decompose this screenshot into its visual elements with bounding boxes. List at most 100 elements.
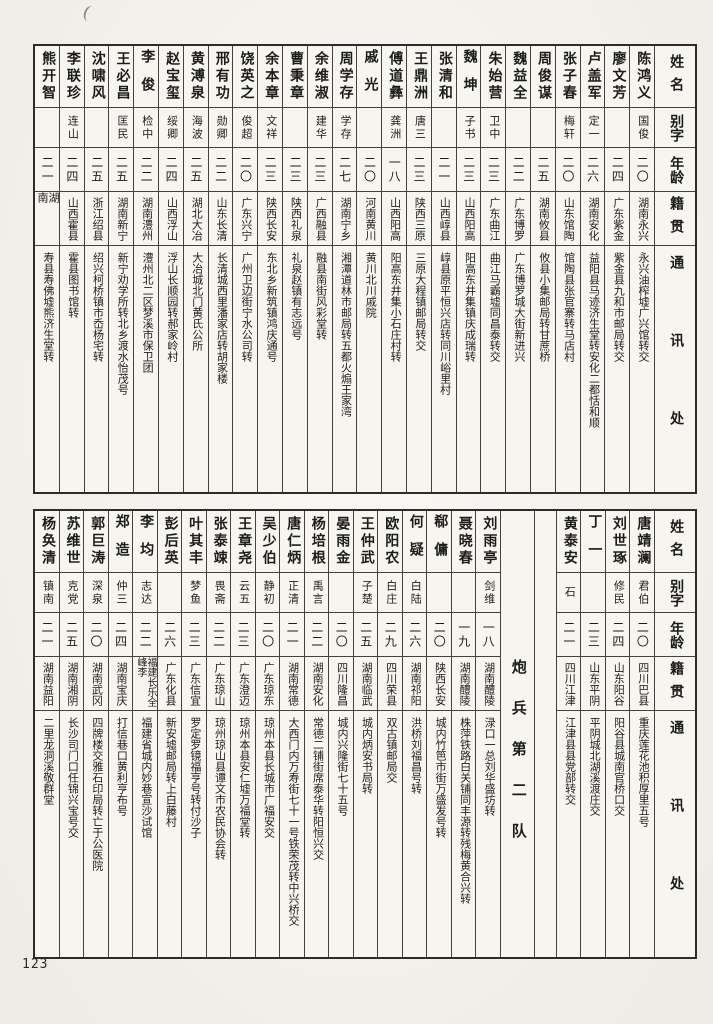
contact-address: 三原大程镇邮局转交 — [413, 252, 426, 351]
entry-age-cell: 二四 — [605, 613, 630, 657]
entry-zi-cell: 子书 — [456, 108, 481, 148]
entry-name-cell: 王章尧 — [231, 511, 255, 573]
age-value: 二一 — [436, 155, 451, 184]
roster-table-bottom: 姓名 别字 年龄 籍贯 通讯处 唐靖澜 君伯 二〇 四川巴县 重庆莲花池积厚里五… — [33, 509, 697, 959]
entry-address-cell: 浮山长顺园转郝家岭村 — [159, 246, 183, 492]
contact-address: 馆陶县张官寨转马店村 — [562, 252, 575, 362]
entry-native-cell: 河南黄川 — [357, 192, 382, 246]
courtesy-name: 文祥 — [264, 114, 277, 141]
entry-zi-cell: 建华 — [307, 108, 332, 148]
entry-name-cell: 黄溥泉 — [183, 46, 208, 108]
native-place: 广东紫金 — [611, 196, 624, 241]
entry-address-cell: 琼州琼山县谭文市农民协会转 — [207, 711, 231, 957]
native-place: 湖南宝庆 — [114, 661, 127, 706]
contact-address: 株萍铁路白关铺同丰源转残梅黄合兴转 — [458, 717, 471, 904]
entry-native-cell: 陕西长安 — [427, 657, 451, 711]
entry-native-cell: 山东平阴 — [581, 657, 605, 711]
contact-address: 崞县原平恒兴店转同川峪里村 — [438, 252, 451, 395]
roster-entry-column: 张子春 梅轩 二〇 山东馆陶 馆陶县张官寨转马店村 — [555, 46, 581, 492]
native-place: 湖南安化 — [587, 196, 599, 241]
roster-entry-column: 周学存 学存 二七 湖南宁乡 湘潭道林市邮局转五都火煽王家湾 — [332, 46, 358, 492]
age-value: 二三 — [412, 155, 427, 184]
entry-age-cell: 二二 — [304, 613, 329, 657]
person-name: 彭后英 — [162, 516, 178, 567]
header-column: 姓名 别字 年龄 籍贯 通讯处 — [655, 511, 695, 957]
entry-name-cell: 张子春 — [555, 46, 580, 108]
age-value: 二五 — [114, 155, 129, 184]
entry-address-cell: 罗定罗镜福亨号转付沙子 — [182, 711, 206, 957]
entry-name-cell: 唐靖澜 — [630, 511, 654, 573]
age-value: 二〇 — [362, 155, 377, 184]
person-name: 卢盖军 — [585, 51, 601, 102]
roster-entry-column: 刘世琢 修民 二四 山东阳谷 阳谷县城南官桥口交 — [605, 511, 631, 957]
courtesy-name: 君伯 — [636, 579, 649, 606]
contact-address: 益阳县马迹济生堂转安化二都恬和顺 — [587, 252, 600, 428]
person-name: 唐仁炳 — [285, 516, 301, 567]
courtesy-name: 石 — [563, 586, 576, 599]
entry-native-cell: 广东紫金 — [605, 192, 630, 246]
entry-native-cell: 山西浮山 — [159, 192, 183, 246]
entry-age-cell: 二五 — [531, 148, 555, 192]
entry-zi-cell: 正清 — [280, 573, 304, 613]
roster-entry-column: 晏雨金 二〇 四川隆昌 城内兴隆街七十五号 — [329, 511, 354, 957]
age-value: 二七 — [337, 155, 352, 184]
entry-address-cell: 广州卫边街宁水公司转 — [233, 246, 257, 492]
native-place: 陕西三原 — [413, 196, 426, 241]
person-name: 陈鸿义 — [635, 51, 651, 102]
native-place: 广东化县 — [163, 661, 176, 706]
contact-address: 新安墟邮局转上白藤村 — [164, 717, 177, 827]
age-value: 二三 — [288, 155, 303, 184]
native-place: 山西阳高 — [388, 196, 401, 241]
contact-address: 广州卫边街宁水公司转 — [240, 252, 253, 362]
entry-zi-cell — [157, 573, 182, 613]
entry-name-cell: 杨培根 — [304, 511, 329, 573]
roster-entry-column: 张清和 二一 山西崞县 崞县原平恒兴店转同川峪里村 — [431, 46, 457, 492]
entry-zi-cell: 勋卿 — [208, 108, 233, 148]
entry-age-cell: 二四 — [59, 148, 84, 192]
contact-address: 城内炳安书局转 — [360, 717, 373, 794]
person-name: 沈啸风 — [89, 51, 105, 102]
courtesy-name: 匡民 — [115, 114, 128, 141]
roster-entry-column: 刘雨亭 剑维 一八 湖南醴陵 渌口一总刘华盛坊转 — [476, 511, 501, 957]
entry-address-cell: 阳高东井集小石庄村转 — [382, 246, 406, 492]
entry-name-cell: 戚光 — [357, 46, 382, 108]
courtesy-name: 建华 — [314, 114, 327, 141]
entry-native-cell: 湖南永兴 — [630, 192, 654, 246]
native-place: 广东信宜 — [188, 661, 201, 706]
contact-address: 阳高东井集镇庆成瑞转 — [463, 252, 476, 362]
age-value: 二五 — [89, 155, 104, 184]
contact-address: 打信巷口黄利亨布号 — [115, 717, 128, 816]
roster-entry-column: 邢有功 勋卿 二二 山东长清 长清城西里潘家店转胡家楼 — [208, 46, 234, 492]
entry-native-cell: 山西霍县 — [59, 192, 84, 246]
person-name: 刘雨亭 — [481, 516, 497, 567]
person-name: 刘世琢 — [610, 516, 626, 567]
age-value: 二四 — [64, 155, 79, 184]
native-place: 湖南益阳 — [41, 661, 54, 706]
entry-native-cell: 四川巴县 — [630, 657, 654, 711]
contact-address: 阳谷县城南官桥口交 — [612, 717, 625, 816]
courtesy-name: 检中 — [140, 114, 153, 141]
person-name: 何疑 — [407, 513, 423, 570]
entry-age-cell: 二三 — [182, 613, 206, 657]
entry-address-cell: 澧州北二区梦溪市保卫团 — [134, 246, 158, 492]
entry-zi-cell: 匡民 — [109, 108, 134, 148]
entry-zi-cell: 梦鱼 — [182, 573, 206, 613]
contact-address: 城内兴隆街七十五号 — [336, 717, 349, 816]
courtesy-name: 正清 — [286, 579, 299, 606]
entry-native-cell: 广东信宜 — [182, 657, 206, 711]
entry-native-cell: 广西融县 — [307, 192, 332, 246]
person-name: 晏雨金 — [334, 516, 350, 567]
native-place: 陕西长安 — [264, 196, 277, 241]
entry-age-cell: 二〇 — [630, 613, 654, 657]
contact-address: 江津县县党部转交 — [563, 717, 576, 805]
entry-zi-cell — [431, 108, 456, 148]
native-place: 四川隆昌 — [335, 661, 348, 706]
entry-address-cell: 崞县原平恒兴店转同川峪里村 — [432, 246, 456, 492]
entry-age-cell: 二一 — [431, 148, 456, 192]
entry-age-cell: 二〇 — [329, 613, 353, 657]
person-name: 李联珍 — [64, 51, 80, 102]
entry-native-cell: 湖南湘阴 — [59, 657, 84, 711]
age-value: 二二 — [139, 155, 154, 184]
entry-age-cell: 二四 — [605, 148, 630, 192]
entry-name-cell: 刘世琢 — [605, 511, 630, 573]
